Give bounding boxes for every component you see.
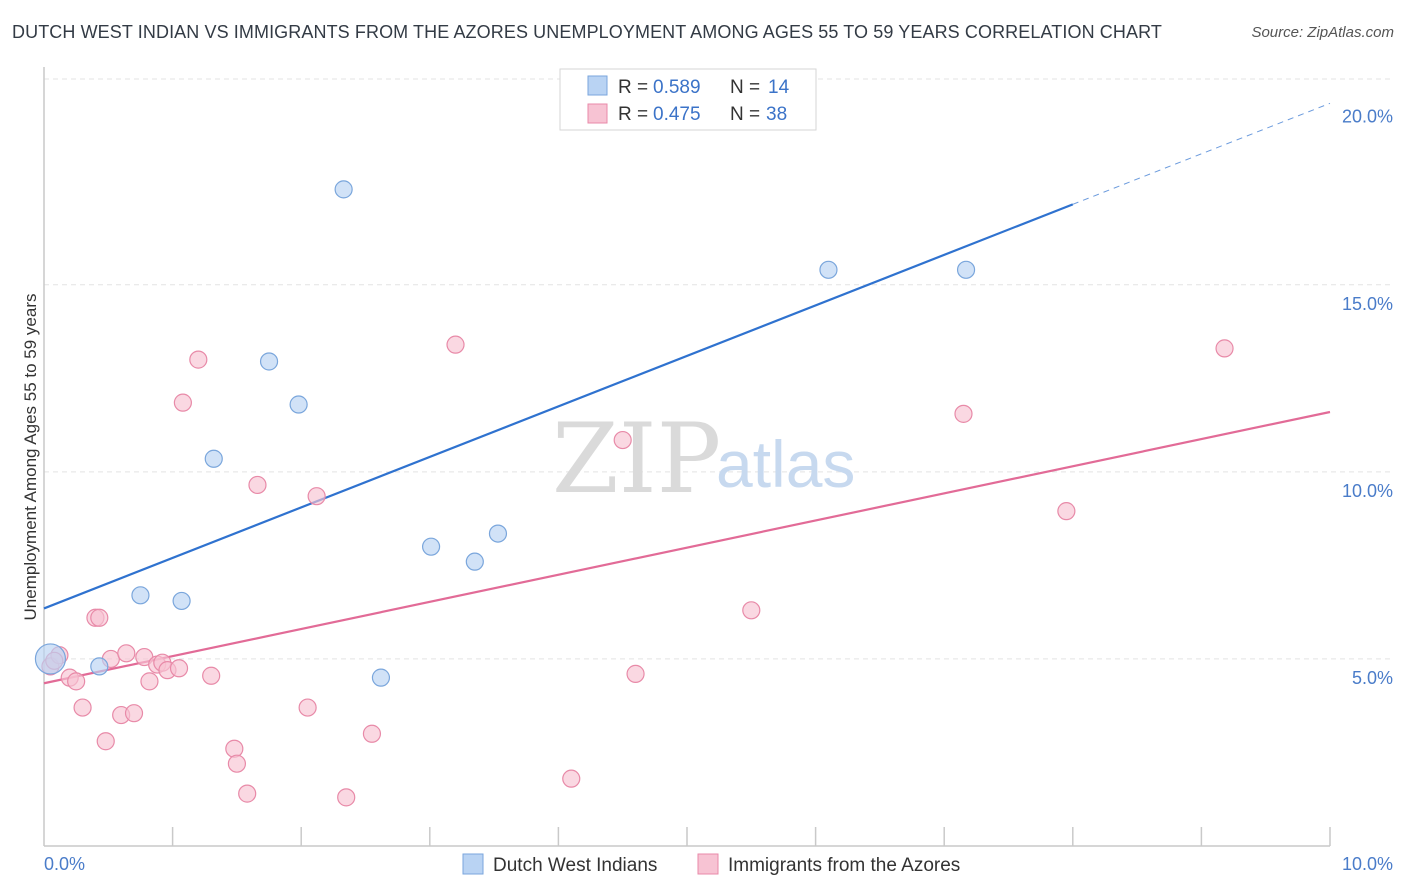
data-point-azores [91,609,108,626]
data-point-dutch-west-indians [820,261,837,278]
data-point-dutch-west-indians [958,261,975,278]
data-point-azores [126,705,143,722]
watermark-atlas: atlas [716,427,855,501]
legend-r-value-2: 0.475 [653,104,701,125]
legend-swatch-blue [588,76,607,95]
legend-n-label-1: N = [730,77,760,98]
legend-swatch-pink [588,104,607,123]
bottom-legend-label-pink: Immigrants from the Azores [728,855,960,876]
trend-lines [44,103,1330,683]
data-point-dutch-west-indians [132,587,149,604]
data-point-azores [627,665,644,682]
y-tick-label: 10.0% [1342,481,1393,501]
data-point-azores [171,660,188,677]
data-point-azores [308,488,325,505]
data-point-azores [97,733,114,750]
legend-r-value-1: 0.589 [653,77,701,98]
scatter-chart: ZIP atlas 5.0% 10.0% 15.0% 20.0% 0.0% 10.0% U… [0,0,1406,892]
data-point-dutch-west-indians [205,450,222,467]
data-point-azores [190,351,207,368]
bottom-legend-label-blue: Dutch West Indians [493,855,657,876]
data-point-azores [1058,503,1075,520]
legend-r-label-1: R = [618,77,648,98]
data-point-azores [743,602,760,619]
data-point-dutch-west-indians [91,658,108,675]
data-point-azores [363,725,380,742]
bottom-legend-swatch-blue [463,854,483,874]
watermark-zip: ZIP [552,403,721,515]
data-point-azores [118,645,135,662]
data-point-azores [68,673,85,690]
legend-n-value-1: 14 [768,77,790,98]
x-tick-label: 0.0% [44,854,85,874]
data-point-azores [249,476,266,493]
trend-line-dutch-west-indians [44,204,1073,608]
y-tick-label: 15.0% [1342,294,1393,314]
legend-n-value-2: 38 [766,104,787,125]
gridlines [44,79,1394,659]
data-point-azores [141,673,158,690]
bottom-legend: Dutch West Indians Immigrants from the A… [463,854,960,876]
data-point-azores [338,789,355,806]
data-point-azores [1216,340,1233,357]
data-point-azores [614,432,631,449]
data-point-azores [74,699,91,716]
data-point-azores [299,699,316,716]
data-point-dutch-west-indians [423,538,440,555]
y-tick-label: 20.0% [1342,107,1393,127]
trend-line-extension [1073,103,1330,204]
bottom-legend-swatch-pink [698,854,718,874]
data-point-dutch-west-indians [173,592,190,609]
legend-r-label-2: R = [618,104,648,125]
legend-box: R = 0.589 N = 14 R = 0.475 N = 38 [560,69,816,130]
x-tick-label: 10.0% [1342,854,1393,874]
data-point-dutch-west-indians [372,669,389,686]
data-point-dutch-west-indians [261,353,278,370]
data-point-azores [174,394,191,411]
y-tick-label: 5.0% [1352,668,1393,688]
data-point-azores [226,740,243,757]
y-axis-label: Unemployment Among Ages 55 to 59 years [21,294,40,621]
data-point-dutch-west-indians [489,525,506,542]
data-point-azores [563,770,580,787]
data-point-dutch-west-indians [335,181,352,198]
data-point-dutch-west-indians [466,553,483,570]
data-point-azores [203,667,220,684]
data-point-azores [447,336,464,353]
data-point-azores [955,405,972,422]
data-point-azores [239,785,256,802]
data-point-dutch-west-indians [290,396,307,413]
legend-n-label-2: N = [730,104,760,125]
watermark: ZIP atlas [552,403,855,515]
data-point-azores [228,755,245,772]
data-point-dutch-west-indians [35,644,65,674]
